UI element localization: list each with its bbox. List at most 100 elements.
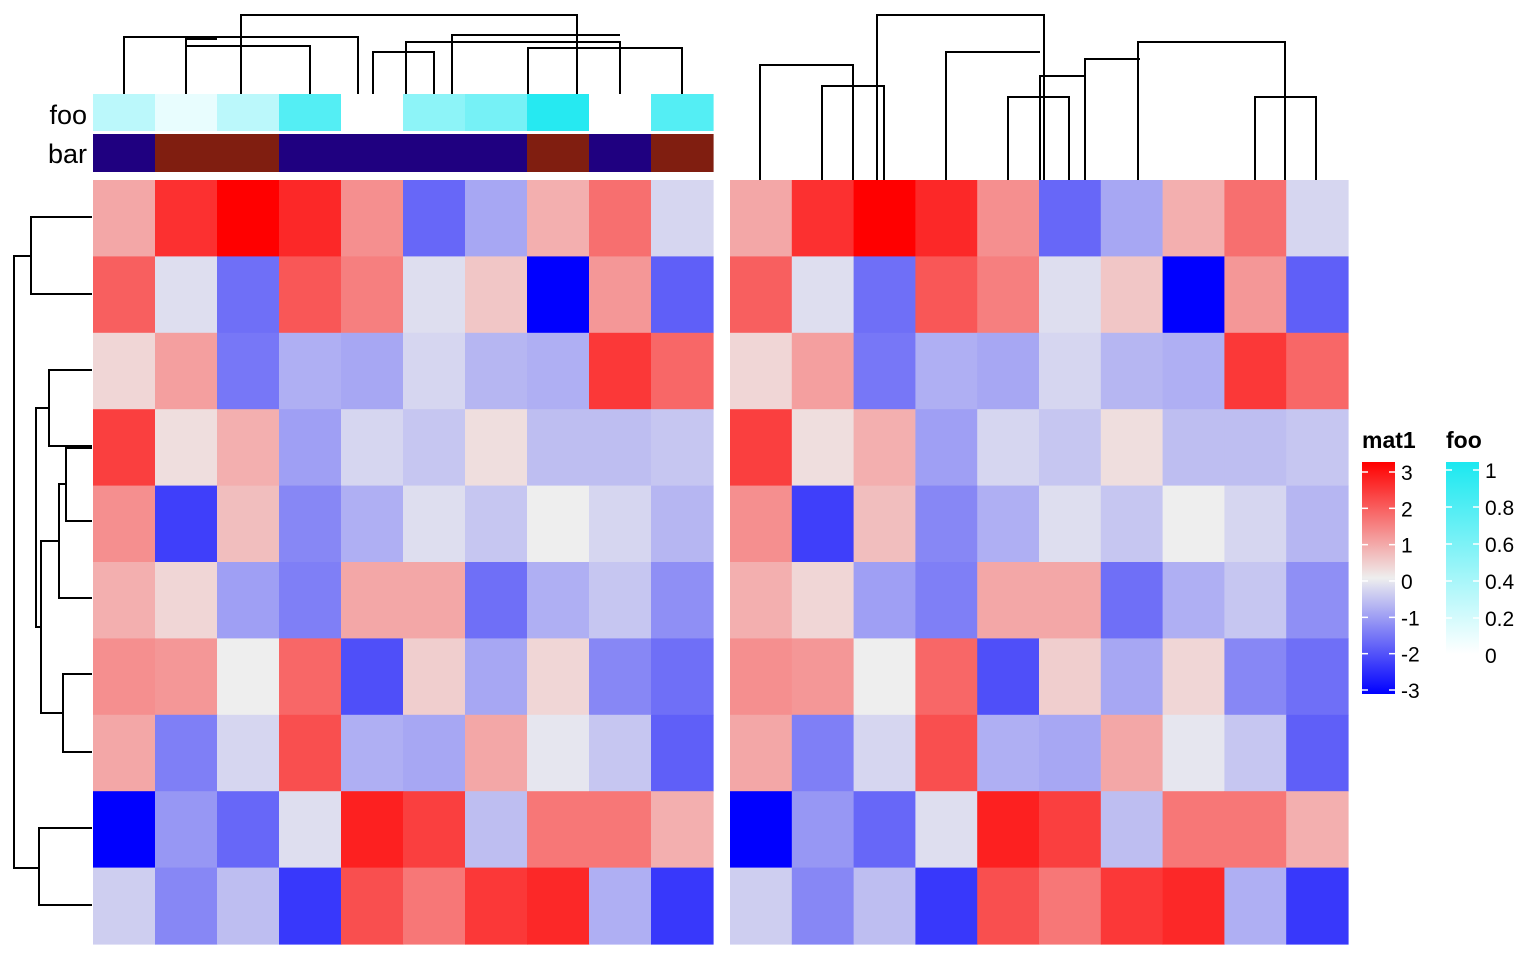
heatmap-cell (217, 485, 280, 563)
annotation-cell-foo (651, 94, 714, 131)
legend-tick-label: 1 (1401, 535, 1413, 558)
heatmap-left-body (93, 180, 714, 945)
heatmap-cell (791, 562, 855, 639)
heatmap-cell (1286, 867, 1349, 945)
heatmap-cell (730, 332, 793, 410)
heatmap-cell (1286, 256, 1349, 334)
heatmap-cell (527, 180, 590, 257)
heatmap-cell (915, 714, 978, 792)
heatmap-cell (791, 638, 855, 716)
heatmap-cell (651, 256, 714, 334)
dendrogram-branch (1084, 58, 1140, 180)
heatmap-cell (465, 562, 528, 639)
column-dendrogram-right (759, 14, 1317, 180)
heatmap-cell (465, 180, 528, 257)
dendrogram-branch (123, 36, 359, 94)
heatmap-cell (279, 638, 342, 716)
heatmap-cell (1039, 791, 1102, 869)
annotation-cell-bar (403, 134, 466, 172)
heatmap-cell (341, 409, 404, 487)
dendrogram-branch (35, 407, 49, 628)
heatmap-cell (589, 638, 652, 716)
dendrogram-branch (1254, 96, 1317, 180)
heatmap-cell (915, 791, 978, 869)
heatmap-cell (589, 180, 652, 257)
heatmap-cell (465, 256, 528, 334)
heatmap-cell (341, 332, 404, 410)
heatmap-cell (915, 180, 978, 257)
heatmap-cell (589, 562, 652, 639)
dendrogram-branch (58, 483, 92, 599)
heatmap-cell (1039, 180, 1102, 257)
heatmap-cell (977, 791, 1040, 869)
heatmap-cell (730, 256, 793, 334)
heatmap-cell (730, 714, 793, 792)
legend-tick-label: 2 (1401, 498, 1413, 521)
heatmap-cell (1224, 256, 1287, 334)
heatmap-cell (853, 409, 916, 487)
heatmap-cell (1039, 638, 1102, 716)
heatmap-cell (977, 714, 1040, 792)
heatmap-cell (403, 867, 466, 945)
heatmap-cell (341, 638, 404, 716)
heatmap-cell (1224, 409, 1287, 487)
heatmap-cell (527, 256, 590, 334)
heatmap-cell (730, 638, 793, 716)
annotation-cell-foo (279, 94, 342, 131)
heatmap-cell (791, 791, 855, 869)
legend-tick-label: -3 (1401, 680, 1420, 703)
heatmap-cell (279, 867, 342, 945)
heatmap-cell (1162, 485, 1225, 563)
dendrogram-branch (527, 47, 683, 94)
heatmap-cell (977, 867, 1040, 945)
heatmap-cell (1039, 867, 1102, 945)
heatmap-cell (915, 867, 978, 945)
legend-tick-label: 0.8 (1485, 497, 1514, 520)
heatmap-cell (217, 409, 280, 487)
heatmap-cell (93, 867, 156, 945)
heatmap-cell (217, 867, 280, 945)
annotation-cell-bar (93, 134, 156, 172)
heatmap-cell (403, 562, 466, 639)
heatmap-cell (1286, 409, 1349, 487)
heatmap-cell (465, 638, 528, 716)
dendrogram-branch (1137, 41, 1286, 180)
dendrogram-branch (13, 255, 39, 869)
heatmap-cell (977, 562, 1040, 639)
heatmap-cell (977, 409, 1040, 487)
heatmap-cell (465, 409, 528, 487)
heatmap-cell (1162, 332, 1225, 410)
heatmap-cell (279, 714, 342, 792)
heatmap-cell (730, 485, 793, 563)
heatmap-cell (341, 867, 404, 945)
dendrogram-branch (30, 216, 92, 295)
heatmap-cell (1100, 256, 1164, 334)
heatmap-cell (341, 791, 404, 869)
annotation-cell-foo (93, 94, 156, 131)
heatmap-cell (465, 485, 528, 563)
dendrogram-branch (372, 51, 435, 94)
heatmap-cell (791, 485, 855, 563)
dendrogram-branch (405, 41, 621, 94)
dendrogram-branch (48, 369, 92, 447)
heatmap-cell (853, 256, 916, 334)
annotation-cell-bar (341, 134, 404, 172)
heatmap-cell (465, 714, 528, 792)
heatmap-cell (853, 791, 916, 869)
heatmap-cell (853, 714, 916, 792)
heatmap-cell (279, 562, 342, 639)
heatmap-cell (1162, 256, 1225, 334)
heatmap-cell (730, 180, 793, 257)
heatmap-cell (651, 791, 714, 869)
heatmap-cell (853, 562, 916, 639)
heatmap-cell (1100, 180, 1164, 257)
dendrogram-branch (759, 64, 854, 180)
heatmap-cell (217, 638, 280, 716)
heatmap-cell (1039, 714, 1102, 792)
legend-tick-label: 3 (1401, 462, 1413, 485)
heatmap-cell (1100, 638, 1164, 716)
heatmap-cell (651, 409, 714, 487)
heatmap-cell (527, 791, 590, 869)
heatmap-cell (1286, 714, 1349, 792)
heatmap-cell (93, 332, 156, 410)
